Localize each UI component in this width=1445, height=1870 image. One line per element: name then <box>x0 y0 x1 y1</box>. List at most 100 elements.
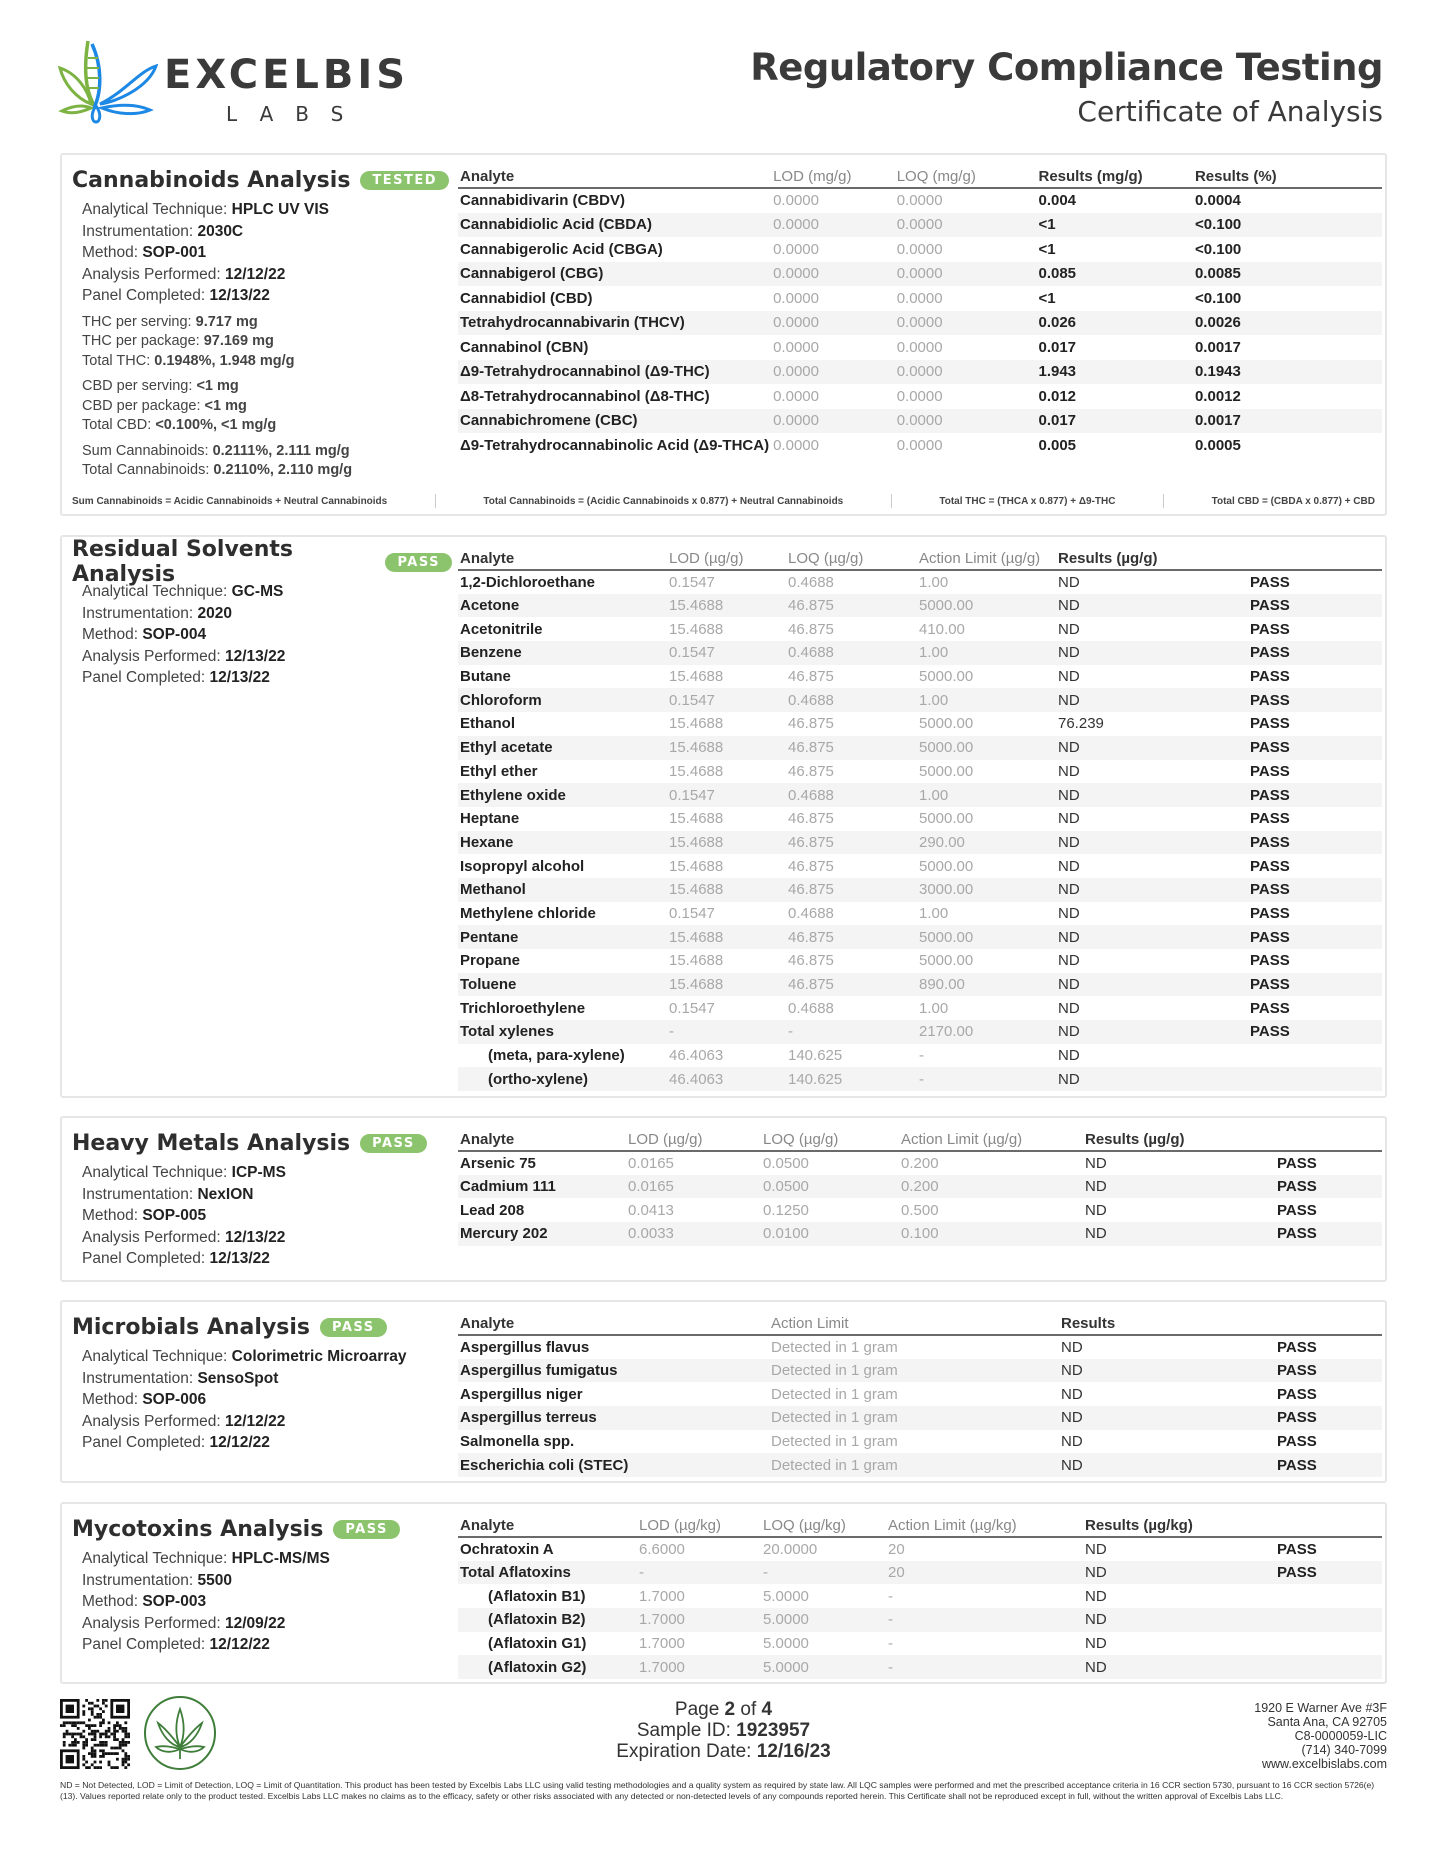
analyte-cell: Δ8-Tetrahydrocannabinol (Δ8-THC) <box>460 387 710 405</box>
value-cell: <0.100 <box>1194 289 1242 307</box>
info-label: Panel Completed: <box>82 1636 210 1653</box>
analyte-cell: Benzene <box>458 641 667 665</box>
analyte-cell: Pentane <box>458 925 667 949</box>
page-info: Page 2 of 4 Sample ID: 1923957 Expiratio… <box>60 1699 1387 1762</box>
value-cell: 5.0000 <box>761 1608 886 1632</box>
info-value: 12/13/22 <box>209 669 270 686</box>
value-cell: 0.0033 <box>626 1222 761 1246</box>
expiration-value: 12/16/23 <box>756 1741 831 1762</box>
column-header: Results (%) <box>1192 165 1382 189</box>
value-cell: 46.875 <box>786 830 917 855</box>
info-value: 2030C <box>197 222 244 240</box>
value-cell: 0.017 <box>1036 408 1193 433</box>
mycotoxins-section: Mycotoxins Analysis PASS Analytical Techni… <box>60 1502 1387 1684</box>
value-cell: 5.0000 <box>763 1587 809 1605</box>
status-badge: PASS <box>320 1317 387 1337</box>
info-line: Analytical Technique: ICP-MS <box>82 1162 452 1184</box>
value-cell: ND <box>1085 1635 1107 1653</box>
info-line: Analytical Technique: HPLC UV VIS <box>82 199 452 221</box>
analyte-cell: Δ9-Tetrahydrocannabinolic Acid (Δ9-THCA) <box>460 436 770 454</box>
analyte-cell: (meta, para-xylene) <box>488 1047 625 1065</box>
sample-label: Sample ID: <box>636 1720 737 1741</box>
value-cell: - <box>886 1608 1083 1632</box>
value-cell: Detected in 1 gram <box>771 1433 898 1451</box>
value-cell: 20 <box>886 1560 1083 1585</box>
mycotoxins-table: Analyte LOD (µg/kg) LOQ (µg/kg) Action Limi… <box>458 1514 1382 1680</box>
value-cell: 15.4688 <box>669 620 724 638</box>
value-cell: PASS <box>1248 877 1382 902</box>
table-row: Aspergillus niger Detected in 1 gram ND PAS… <box>458 1382 1382 1406</box>
analyte-cell: Aspergillus terreus <box>458 1406 769 1430</box>
info-value: SOP-003 <box>142 1593 207 1610</box>
value-cell: Detected in 1 gram <box>769 1453 1059 1478</box>
value-cell: 0.0000 <box>771 261 895 286</box>
value-cell: <0.100 <box>1192 212 1382 237</box>
column-header: LOQ (µg/kg) <box>761 1514 886 1538</box>
value-cell: - <box>786 1020 917 1044</box>
value-cell: - <box>888 1635 893 1653</box>
value-cell: 2170.00 <box>917 1020 1056 1044</box>
table-row: Cannabigerol (CBG) 0.0000 0.0000 0.085 0.008… <box>458 261 1382 286</box>
value-cell: 0.200 <box>901 1154 939 1172</box>
value-cell: ND <box>1056 925 1248 949</box>
analyte-cell: Ethyl ether <box>460 762 538 780</box>
info-label: Analysis Performed: <box>82 1614 225 1632</box>
info-label: Instrumentation: <box>82 1571 198 1589</box>
table-row: Benzene 0.1547 0.4688 1.00 ND PASS <box>458 641 1382 665</box>
table-row: Acetonitrile 15.4688 46.875 410.00 ND PASS <box>458 617 1382 641</box>
info-line: Analysis Performed: 12/13/22 <box>82 646 452 668</box>
summary-value: 97.169 mg <box>203 333 274 349</box>
table-header: Analyte LOD (µg/g) LOQ (µg/g) Action Limit … <box>458 1128 1382 1152</box>
info-line: Analysis Performed: 12/09/22 <box>82 1613 452 1635</box>
address-line: 1920 E Warner Ave #3F <box>1254 1701 1387 1715</box>
value-cell: 46.875 <box>788 952 834 970</box>
analyte-cell: Cannabigerolic Acid (CBGA) <box>460 240 663 258</box>
column-header: Analyte <box>458 1312 769 1336</box>
value-cell: 1.00 <box>919 573 949 591</box>
summary-line: CBD per package: <1 mg <box>82 397 452 417</box>
info-value: HPLC UV VIS <box>231 201 329 218</box>
value-cell: Detected in 1 gram <box>771 1338 898 1356</box>
table-row: Hexane 15.4688 46.875 290.00 ND PASS <box>458 830 1382 855</box>
summary-value: <1 mg <box>204 397 247 414</box>
solvents-table: Analyte LOD (µg/g) LOQ (µg/g) Action Limit … <box>458 547 1382 1092</box>
analyte-cell: (Aflatoxin B2) <box>458 1608 637 1632</box>
value-cell: 46.875 <box>788 810 834 828</box>
table-header: Analyte LOD (mg/g) LOQ (mg/g) Results (mg/g… <box>458 165 1382 189</box>
status-badge: PASS <box>360 1133 427 1153</box>
info-value: 12/12/22 <box>225 1412 286 1430</box>
summary-label: Sum Cannabinoids: <box>82 442 213 459</box>
value-cell: PASS <box>1250 857 1290 875</box>
info-line: Method: SOP-005 <box>82 1205 452 1227</box>
value-cell: 0.1250 <box>763 1201 809 1219</box>
value-cell: 15.4688 <box>669 810 724 828</box>
value-cell: - <box>667 1020 786 1044</box>
info-value: SOP-006 <box>142 1391 207 1408</box>
value-cell: 0.0000 <box>896 289 943 307</box>
table-row: Ethanol 15.4688 46.875 5000.00 76.239 PASS <box>458 712 1382 736</box>
section-summary: Mycotoxins Analysis PASS Analytical Techni… <box>72 1514 452 1656</box>
status-badge: PASS <box>333 1519 400 1539</box>
disclaimer: ND = Not Detected, LOD = Limit of Detect… <box>60 1780 1375 1801</box>
value-cell: 5000.00 <box>919 715 974 733</box>
website-link[interactable]: www.excelbislabs.com <box>1261 1757 1387 1771</box>
table-row: Ethylene oxide 0.1547 0.4688 1.00 ND PASS <box>458 783 1382 807</box>
analyte-cell: (Aflatoxin G2) <box>458 1655 637 1680</box>
value-cell: 15.4688 <box>669 857 724 875</box>
value-cell: PASS <box>1250 952 1290 970</box>
value-cell: 15.4688 <box>669 952 724 970</box>
value-cell: 0.0165 <box>628 1154 674 1172</box>
value-cell: 0.1547 <box>669 573 715 591</box>
value-cell: PASS <box>1277 1433 1317 1451</box>
analyte-cell: (ortho-xylene) <box>458 1067 667 1092</box>
value-cell: ND <box>1058 620 1080 638</box>
value-cell: <1 <box>1036 212 1193 237</box>
value-cell: ND <box>1085 1154 1107 1172</box>
analyte-cell: Isopropyl alcohol <box>460 857 585 875</box>
info-label: Instrumentation: <box>82 1185 198 1203</box>
info-line: Panel Completed: 12/12/22 <box>82 1634 452 1656</box>
analyte-cell: Arsenic 75 <box>460 1154 536 1172</box>
table-row: Ethyl acetate 15.4688 46.875 5000.00 ND PASS <box>458 735 1382 760</box>
value-cell: ND <box>1056 593 1248 618</box>
value-cell: 3000.00 <box>917 877 1056 902</box>
